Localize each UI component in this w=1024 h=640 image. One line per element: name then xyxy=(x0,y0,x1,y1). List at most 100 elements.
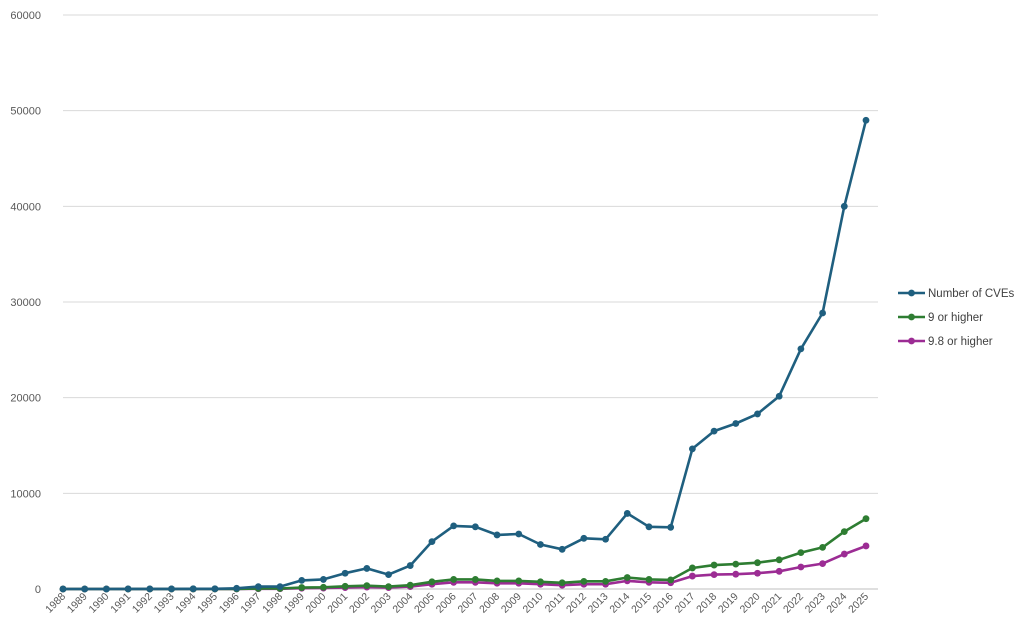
y-tick-label: 30000 xyxy=(10,297,41,309)
legend: Number of CVEs 9 or higher 9.8 or higher xyxy=(898,288,1015,348)
data-point xyxy=(797,345,805,353)
x-tick-label: 2011 xyxy=(543,591,568,616)
data-point xyxy=(254,583,262,591)
data-point xyxy=(341,582,349,590)
x-tick-label: 1997 xyxy=(238,591,263,616)
data-point xyxy=(667,576,675,584)
x-tick-label: 1996 xyxy=(217,591,242,616)
data-point xyxy=(862,515,870,523)
data-point xyxy=(385,571,392,579)
x-tick-label: 2023 xyxy=(803,591,828,616)
data-point xyxy=(515,577,523,585)
x-tick-label: 1990 xyxy=(87,591,112,616)
x-tick-label: 2022 xyxy=(781,591,806,616)
x-tick-label: 2014 xyxy=(607,591,632,616)
x-tick-label: 2002 xyxy=(347,591,372,616)
data-point xyxy=(320,576,327,583)
x-tick-label: 2025 xyxy=(846,591,871,616)
data-point xyxy=(493,531,501,539)
data-point xyxy=(124,585,132,593)
data-point xyxy=(732,570,740,578)
x-tick-label: 1988 xyxy=(43,591,68,616)
x-tick-label: 2003 xyxy=(369,591,394,616)
x-axis-ticks: 1988198919901991199219931994199519961997… xyxy=(43,591,871,616)
data-point xyxy=(623,574,631,581)
x-tick-label: 1992 xyxy=(130,591,155,616)
legend-entry-0: Number of CVEs xyxy=(898,288,1015,300)
x-tick-label: 2018 xyxy=(694,591,719,616)
x-tick-label: 2005 xyxy=(412,591,437,616)
x-tick-label: 1994 xyxy=(173,591,198,616)
data-point xyxy=(385,583,392,591)
x-tick-label: 2017 xyxy=(672,591,697,616)
x-tick-label: 2008 xyxy=(477,591,502,616)
x-tick-label: 2004 xyxy=(390,591,415,616)
x-tick-label: 2024 xyxy=(824,591,849,616)
data-point xyxy=(797,549,805,557)
data-point xyxy=(840,528,848,535)
data-point xyxy=(688,572,696,580)
data-point xyxy=(645,523,653,531)
data-point xyxy=(341,569,349,577)
x-tick-label: 2021 xyxy=(759,591,784,616)
data-point xyxy=(732,560,740,568)
y-tick-label: 50000 xyxy=(10,106,41,118)
data-point xyxy=(168,585,175,593)
data-point xyxy=(471,523,479,531)
data-point xyxy=(775,392,783,400)
data-point xyxy=(732,420,740,427)
y-tick-label: 40000 xyxy=(10,201,41,213)
data-point xyxy=(428,538,436,546)
x-tick-label: 2015 xyxy=(629,591,654,616)
data-point xyxy=(515,530,523,538)
x-tick-label: 2019 xyxy=(716,591,741,616)
data-point xyxy=(667,523,675,531)
x-tick-label: 2016 xyxy=(651,591,676,616)
y-tick-label: 0 xyxy=(35,584,41,596)
data-point xyxy=(840,550,848,558)
x-tick-label: 2013 xyxy=(586,591,611,616)
x-tick-label: 1989 xyxy=(65,591,90,616)
data-point xyxy=(146,585,154,593)
data-point xyxy=(840,202,848,210)
data-point xyxy=(406,562,414,569)
data-point xyxy=(819,543,826,551)
legend-marker xyxy=(908,313,915,321)
data-point xyxy=(537,541,544,548)
data-point xyxy=(450,522,458,530)
x-tick-label: 2000 xyxy=(304,591,329,616)
y-tick-label: 10000 xyxy=(10,488,41,500)
series-0 xyxy=(59,116,870,593)
x-tick-label: 1991 xyxy=(108,591,133,616)
data-point xyxy=(363,565,371,572)
data-point xyxy=(775,567,783,575)
data-point xyxy=(211,585,219,593)
data-point xyxy=(428,578,436,586)
x-tick-label: 2020 xyxy=(738,591,763,616)
data-point xyxy=(775,556,783,564)
x-tick-label: 1995 xyxy=(195,591,220,616)
data-point xyxy=(189,585,197,593)
data-point xyxy=(580,534,588,542)
data-point xyxy=(645,576,653,583)
data-point xyxy=(819,309,826,317)
data-point xyxy=(710,427,718,435)
data-point xyxy=(406,581,414,589)
data-point xyxy=(688,564,696,572)
series-line xyxy=(63,119,868,591)
series-lines xyxy=(59,116,870,593)
x-tick-label: 2001 xyxy=(325,591,350,616)
data-point xyxy=(602,535,609,543)
data-point xyxy=(754,559,761,567)
x-tick-label: 1999 xyxy=(282,591,307,616)
series-line xyxy=(63,517,867,591)
data-point xyxy=(710,571,718,579)
data-point xyxy=(754,410,761,418)
legend-marker xyxy=(908,337,915,345)
x-tick-label: 1993 xyxy=(152,591,177,616)
data-point xyxy=(797,563,805,571)
legend-label: Number of CVEs xyxy=(928,288,1015,300)
data-point xyxy=(862,116,870,124)
